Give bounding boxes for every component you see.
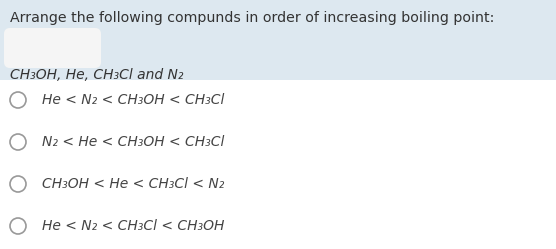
Text: N₂ < He < CH₃OH < CH₃Cl: N₂ < He < CH₃OH < CH₃Cl xyxy=(42,135,225,149)
Text: CH₃OH < He < CH₃Cl < N₂: CH₃OH < He < CH₃Cl < N₂ xyxy=(42,177,225,191)
FancyBboxPatch shape xyxy=(4,28,101,68)
Text: CH₃OH, He, CH₃Cl and N₂: CH₃OH, He, CH₃Cl and N₂ xyxy=(10,68,183,82)
Text: He < N₂ < CH₃Cl < CH₃OH: He < N₂ < CH₃Cl < CH₃OH xyxy=(42,219,225,233)
Bar xyxy=(0,0,556,80)
Text: He < N₂ < CH₃OH < CH₃Cl: He < N₂ < CH₃OH < CH₃Cl xyxy=(42,93,225,107)
Text: Arrange the following compunds in order of increasing boiling point:: Arrange the following compunds in order … xyxy=(10,11,494,25)
